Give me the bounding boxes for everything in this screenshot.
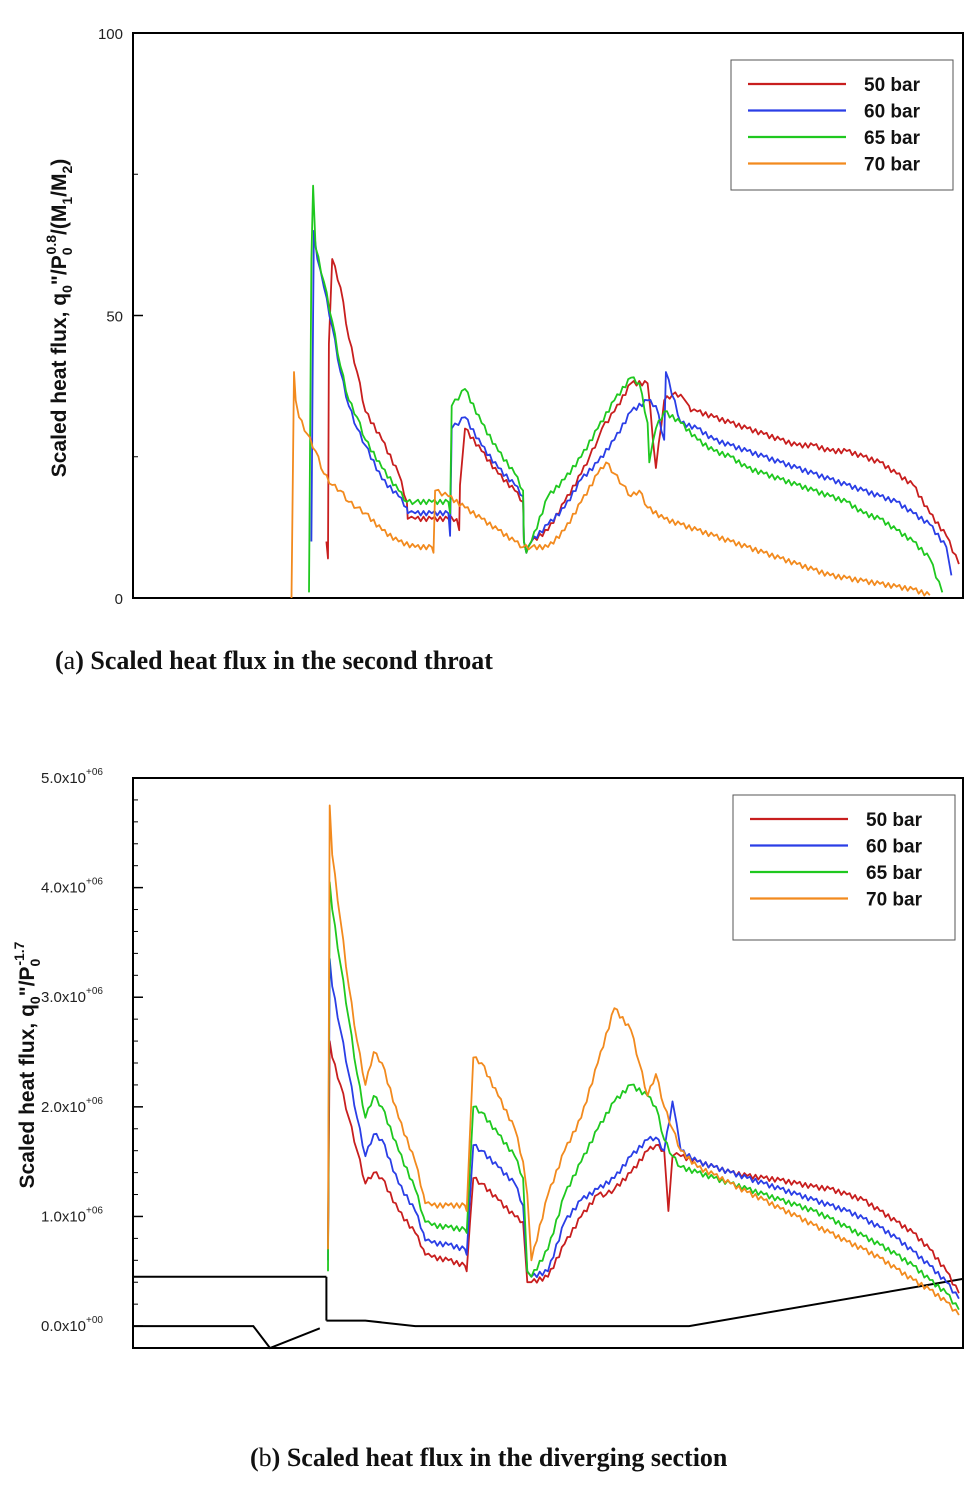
y-axis-label-part: -1.7 <box>11 941 27 965</box>
caption-b-prefix: ( <box>250 1443 259 1472</box>
y-tick-label-text: 100 <box>98 26 123 43</box>
caption-a: (a) Scaled heat flux in the second throa… <box>55 646 980 676</box>
legend-label: 70 bar <box>864 155 921 176</box>
y-tick-label-text: 1.0x10+06 <box>41 1205 103 1225</box>
legend-label: 60 bar <box>866 837 923 858</box>
series-line-70-bar <box>327 804 960 1316</box>
y-tick-label-text: 0 <box>115 591 123 608</box>
series-line-50-bar <box>325 258 960 565</box>
y-tick-label-text: 4.0x10+06 <box>41 877 103 897</box>
caption-a-letter: a <box>63 646 76 675</box>
y-tick-label-exponent: +06 <box>86 767 103 778</box>
y-tick-label: 100 <box>98 26 123 43</box>
y-axis-label: Scaled heat flux, q0"/P00.8/(M1/M2) <box>43 159 75 478</box>
y-tick-label-exponent: +00 <box>86 1315 103 1326</box>
series-line-60-bar <box>310 229 953 576</box>
y-axis-label-part: 1 <box>59 197 75 205</box>
y-axis-label-part: 0 <box>59 285 75 293</box>
y-axis-label-part: "/P <box>16 966 39 996</box>
y-axis-label-part: ) <box>48 159 71 166</box>
caption-b-text: ) Scaled heat flux in the diverging sect… <box>271 1443 728 1472</box>
y-axis-label-part: Scaled heat flux, q <box>48 293 71 477</box>
y-axis-label-part: Scaled heat flux, q <box>16 1004 39 1188</box>
caption-b-letter: b <box>258 1443 272 1472</box>
legend-label: 60 bar <box>864 102 921 123</box>
caption-b: (b) Scaled heat flux in the diverging se… <box>250 1443 980 1473</box>
series-line-60-bar <box>327 957 960 1300</box>
y-tick-label-text: 0.0x10+00 <box>41 1315 103 1335</box>
y-tick-label: 0.0x10+00 <box>41 1315 103 1335</box>
y-axis-label-part: /(M <box>48 205 71 235</box>
legend-label: 70 bar <box>866 890 923 911</box>
y-tick-label: 3.0x10+06 <box>41 986 103 1006</box>
legend-label: 65 bar <box>866 863 923 884</box>
y-tick-label: 50 <box>106 309 123 326</box>
y-tick-label-text: 5.0x10+06 <box>41 767 103 787</box>
chart-b: 0.0x10+00 1.0x10+06 2.0x10+06 3.0x10+06 4.0x… <box>11 767 964 1350</box>
caption-a-text: ) Scaled heat flux in the second throat <box>75 646 493 675</box>
geometry-outline <box>133 1325 321 1350</box>
y-tick-label-text: 50 <box>106 309 123 326</box>
y-axis-label-part: 0 <box>27 958 43 966</box>
y-tick-label: 4.0x10+06 <box>41 877 103 897</box>
y-tick-label-text: 2.0x10+06 <box>41 1096 103 1116</box>
legend-label: 50 bar <box>864 75 921 96</box>
y-tick-label-exponent: +06 <box>86 986 103 997</box>
y-axis-label-part: "/P <box>48 255 71 285</box>
y-axis-label: Scaled heat flux, q0"/P0-1.7 <box>11 941 43 1188</box>
legend-label: 50 bar <box>866 810 923 831</box>
y-tick-label-text: 3.0x10+06 <box>41 986 103 1006</box>
y-tick-label-exponent: +06 <box>86 1205 103 1216</box>
y-tick-label: 0 <box>115 591 123 608</box>
y-tick-label: 2.0x10+06 <box>41 1096 103 1116</box>
series-line-70-bar <box>290 371 931 598</box>
legend-label: 65 bar <box>864 128 921 149</box>
y-tick-label: 1.0x10+06 <box>41 1205 103 1225</box>
series-line-65-bar <box>308 184 944 593</box>
y-axis-label-part: 0 <box>27 996 43 1004</box>
y-axis-label-part: 0 <box>59 247 75 255</box>
y-axis-label-part: 2 <box>59 166 75 174</box>
caption-a-prefix: ( <box>55 646 64 675</box>
y-axis-label-part: /M <box>48 174 71 197</box>
y-tick-label: 5.0x10+06 <box>41 767 103 787</box>
geometry-outline <box>326 1277 964 1328</box>
legend-box <box>730 59 954 191</box>
y-axis-label-part: 0.8 <box>43 235 59 255</box>
y-tick-label-exponent: +06 <box>86 877 103 888</box>
series-line-65-bar <box>327 881 960 1311</box>
series-line-50-bar <box>327 1040 960 1294</box>
y-tick-label-exponent: +06 <box>86 1096 103 1107</box>
